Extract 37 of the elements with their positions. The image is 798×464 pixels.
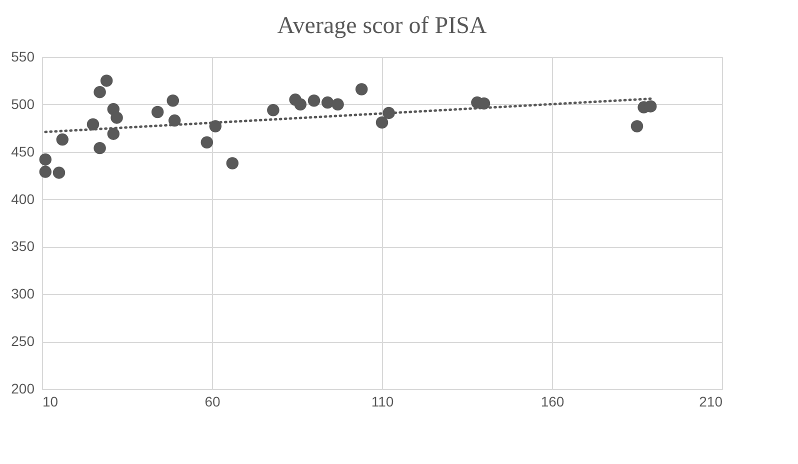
point [332, 98, 344, 111]
point [86, 118, 100, 130]
y-tick-label: 450 [11, 143, 35, 160]
x-tick-label: 10 [42, 394, 58, 410]
x-tick-label: 210 [699, 394, 723, 410]
point [355, 83, 368, 96]
y-tick-label: 400 [11, 190, 35, 207]
point [166, 94, 180, 107]
point [39, 166, 52, 178]
point [308, 94, 320, 107]
point [94, 142, 106, 154]
y-tick-label: 250 [11, 333, 35, 350]
point [107, 128, 120, 140]
y-tick-label: 550 [11, 48, 35, 64]
x-tick-label: 160 [540, 394, 564, 410]
y-tick-label: 200 [11, 380, 35, 396]
x-tick-label: 60 [204, 394, 220, 410]
point [294, 98, 307, 111]
point [168, 114, 181, 127]
point [321, 96, 334, 109]
point [376, 116, 388, 129]
point [200, 136, 214, 148]
point [151, 106, 164, 118]
chart-title: Average scor of PISA [277, 13, 488, 39]
point [52, 166, 66, 179]
point [94, 86, 106, 98]
point [267, 104, 280, 116]
point [226, 157, 239, 170]
y-tick-label: 300 [11, 286, 35, 302]
y-tick-label: 350 [11, 238, 35, 254]
point [39, 153, 52, 166]
y-tick-label: 500 [11, 96, 35, 112]
point [100, 74, 113, 87]
x-tick-label: 110 [371, 394, 394, 410]
point [56, 133, 69, 146]
point [630, 120, 644, 132]
point [110, 112, 123, 124]
